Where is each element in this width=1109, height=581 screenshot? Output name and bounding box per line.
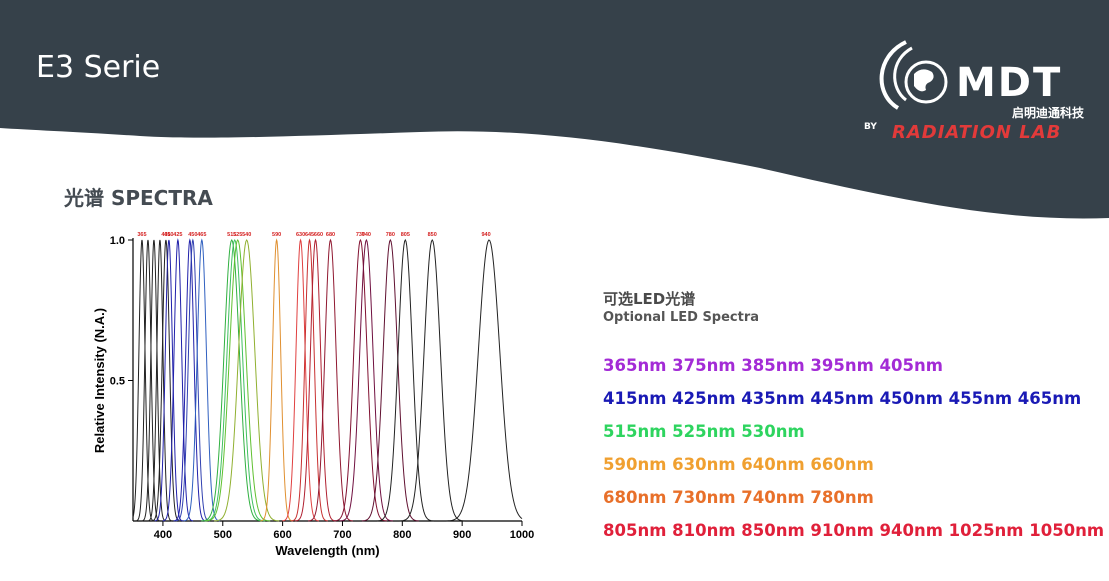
x-axis-label: Wavelength (nm) bbox=[275, 543, 379, 558]
spectrum-line bbox=[201, 238, 263, 522]
wavelength-row: 365nm 375nm 385nm 395nm 405nm bbox=[603, 356, 943, 375]
spectrum-line bbox=[175, 238, 211, 522]
spectrum-line bbox=[376, 238, 434, 522]
spectrum-line bbox=[339, 238, 393, 522]
spectrum-line bbox=[205, 239, 271, 522]
spectrum-line bbox=[173, 238, 207, 522]
x-tick-label: 600 bbox=[273, 529, 291, 541]
logo-cn-name: 启明迪通科技 bbox=[1012, 106, 1085, 120]
logo-subtitle: RADIATION LAB bbox=[892, 122, 1062, 143]
spectrum-line bbox=[446, 239, 523, 522]
wavelength-row: 415nm 425nm 435nm 445nm 450nm 455nm 465n… bbox=[603, 389, 1082, 408]
section-title: 光谱 SPECTRA bbox=[64, 186, 213, 210]
peak-label: 740 bbox=[362, 232, 371, 238]
slide-title: E3 Serie bbox=[36, 50, 161, 85]
spectrum-line bbox=[214, 239, 280, 522]
peak-label: 465 bbox=[197, 232, 206, 238]
spectrum-line bbox=[162, 238, 194, 522]
spectrum-line bbox=[204, 238, 266, 522]
peak-label: 940 bbox=[481, 232, 490, 238]
spectrum-line bbox=[132, 239, 155, 522]
x-tick-label: 700 bbox=[333, 529, 351, 541]
peak-label: 680 bbox=[326, 232, 335, 238]
x-tick-label: 900 bbox=[453, 529, 471, 541]
peak-label: 405 bbox=[161, 232, 170, 238]
x-tick-label: 500 bbox=[214, 529, 232, 541]
spectrum-line bbox=[154, 239, 184, 522]
peak-label: 540 bbox=[242, 232, 251, 238]
spectrum-line bbox=[151, 239, 181, 522]
spectrum-line bbox=[260, 238, 293, 522]
spectrum-line bbox=[291, 238, 328, 522]
wavelength-row: 805nm 810nm 850nm 910nm 940nm 1025nm 105… bbox=[603, 521, 1105, 540]
spectrum-line bbox=[282, 238, 319, 522]
spectrum-line bbox=[308, 238, 353, 522]
peak-label: 515 bbox=[227, 232, 236, 238]
peak-label: 805 bbox=[401, 232, 410, 238]
peak-label: 630 bbox=[296, 232, 305, 238]
peak-label: 660 bbox=[314, 232, 323, 238]
y-tick-label: 0.5 bbox=[110, 376, 125, 388]
logo-by: BY bbox=[864, 122, 877, 132]
wavelength-row: 515nm 525nm 530nm bbox=[603, 422, 805, 441]
header-banner bbox=[0, 0, 1109, 219]
logo-brand-text: MDT bbox=[956, 60, 1063, 106]
spectrum-line bbox=[361, 238, 419, 522]
wavelength-row: 680nm 730nm 740nm 780nm bbox=[603, 488, 874, 507]
spectrum-line bbox=[333, 238, 387, 522]
y-tick-label: 1.0 bbox=[110, 235, 125, 247]
spectrum-line bbox=[183, 238, 221, 522]
peak-label: 645 bbox=[305, 232, 314, 238]
peak-label: 365 bbox=[137, 232, 146, 238]
x-tick-label: 1000 bbox=[510, 529, 534, 541]
peak-label: 425 bbox=[173, 232, 182, 238]
peak-label: 410 bbox=[164, 232, 173, 238]
brand-logo bbox=[879, 40, 948, 110]
spectra-chart: 400 500 600 700 800 900 1000 0.5 1.0 Wavelength (… bbox=[92, 232, 534, 558]
optional-spectra-title: 可选LED光谱 bbox=[603, 290, 696, 308]
x-tick-label: 800 bbox=[393, 529, 411, 541]
wavelength-row: 590nm 630nm 640nm 660nm bbox=[603, 455, 874, 474]
peak-label: 590 bbox=[272, 232, 281, 238]
spectrum-line bbox=[399, 239, 465, 522]
y-axis-label: Relative Intensity (N.A.) bbox=[92, 308, 107, 453]
peak-label: 850 bbox=[428, 232, 437, 238]
spectrum-line bbox=[141, 239, 167, 522]
peak-label: 780 bbox=[386, 232, 395, 238]
wavelength-list: 365nm 375nm 385nm 395nm 405nm 415nm 425n… bbox=[603, 355, 1105, 553]
peak-label: 525 bbox=[233, 232, 242, 238]
peak-label: 450 bbox=[188, 232, 197, 238]
peak-label: 730 bbox=[356, 232, 365, 238]
optional-spectra-subtitle: Optional LED Spectra bbox=[603, 310, 760, 325]
spectrum-line bbox=[295, 238, 336, 522]
x-tick-label: 400 bbox=[154, 529, 172, 541]
